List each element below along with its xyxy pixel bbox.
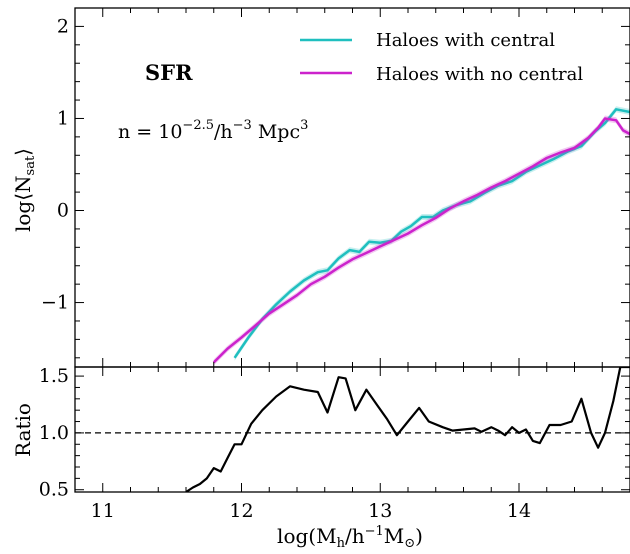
series-line-no-central: [212, 117, 630, 364]
density-suffix: Mpc: [252, 121, 300, 143]
top-panel: −1 0 1 2 SFR n = 10−2.5/h−3 Mpc3 Haloes wit…: [11, 7, 630, 368]
ylabel-close: ⟩: [11, 148, 35, 156]
xlabel-mid: /h: [345, 524, 365, 548]
series-band-no-central: [213, 115, 630, 366]
x-tick-label: 14: [507, 500, 531, 522]
xlabel-close: ): [415, 524, 423, 548]
y-tick-label: −1: [41, 292, 69, 314]
density-exp: −2.5: [182, 118, 214, 133]
xlabel-sup: −1: [365, 524, 384, 539]
bottom-series-group: [75, 367, 630, 492]
top-series-group: [212, 106, 630, 366]
y-tick-label: 1: [57, 107, 69, 129]
xlabel-sub: h: [337, 536, 346, 551]
ylabel-sub: sat: [23, 155, 38, 175]
ratio-line: [185, 367, 630, 492]
xlabel-m: M: [384, 524, 404, 548]
annotation-sfr: SFR: [145, 60, 193, 85]
ylabel-main: log⟨N: [11, 175, 35, 232]
top-y-axis-label: log⟨Nsat⟩: [11, 148, 38, 232]
x-axis-label: log(Mh/h−1M⊙): [277, 524, 423, 551]
series-line-central: [233, 108, 630, 359]
x-tick-label: 12: [229, 500, 253, 522]
legend-label-no-central: Haloes with no central: [376, 64, 583, 85]
density-mid: /h: [214, 121, 233, 143]
density-exp3: 3: [300, 118, 308, 133]
density-prefix: n = 10: [118, 121, 182, 143]
top-ticks: −1 0 1 2: [41, 7, 630, 367]
x-tick-label: 11: [91, 500, 115, 522]
xlabel-main: log(M: [277, 524, 337, 548]
annotation-density: n = 10−2.5/h−3 Mpc3: [118, 118, 308, 143]
x-tick-label: 13: [368, 500, 392, 522]
legend: Haloes with central Haloes with no centr…: [300, 30, 583, 85]
bottom-panel: 11 12 13 14 0.5 1.0 1.5 Ratio log(Mh/h−1M⊙): [11, 365, 630, 551]
legend-label-central: Haloes with central: [376, 30, 555, 51]
bottom-y-axis-label: Ratio: [11, 403, 35, 457]
density-exp2: −3: [233, 118, 252, 133]
y-tick-label: 1.0: [39, 422, 69, 444]
y-tick-label: 2: [57, 15, 69, 37]
y-tick-label: 0.5: [39, 479, 69, 501]
series-band-central: [234, 106, 630, 361]
bottom-ticks: 11 12 13 14 0.5 1.0 1.5: [39, 365, 630, 522]
y-tick-label: 0: [57, 200, 69, 222]
y-tick-label: 1.5: [39, 365, 69, 387]
xlabel-sub2: ⊙: [404, 536, 415, 551]
